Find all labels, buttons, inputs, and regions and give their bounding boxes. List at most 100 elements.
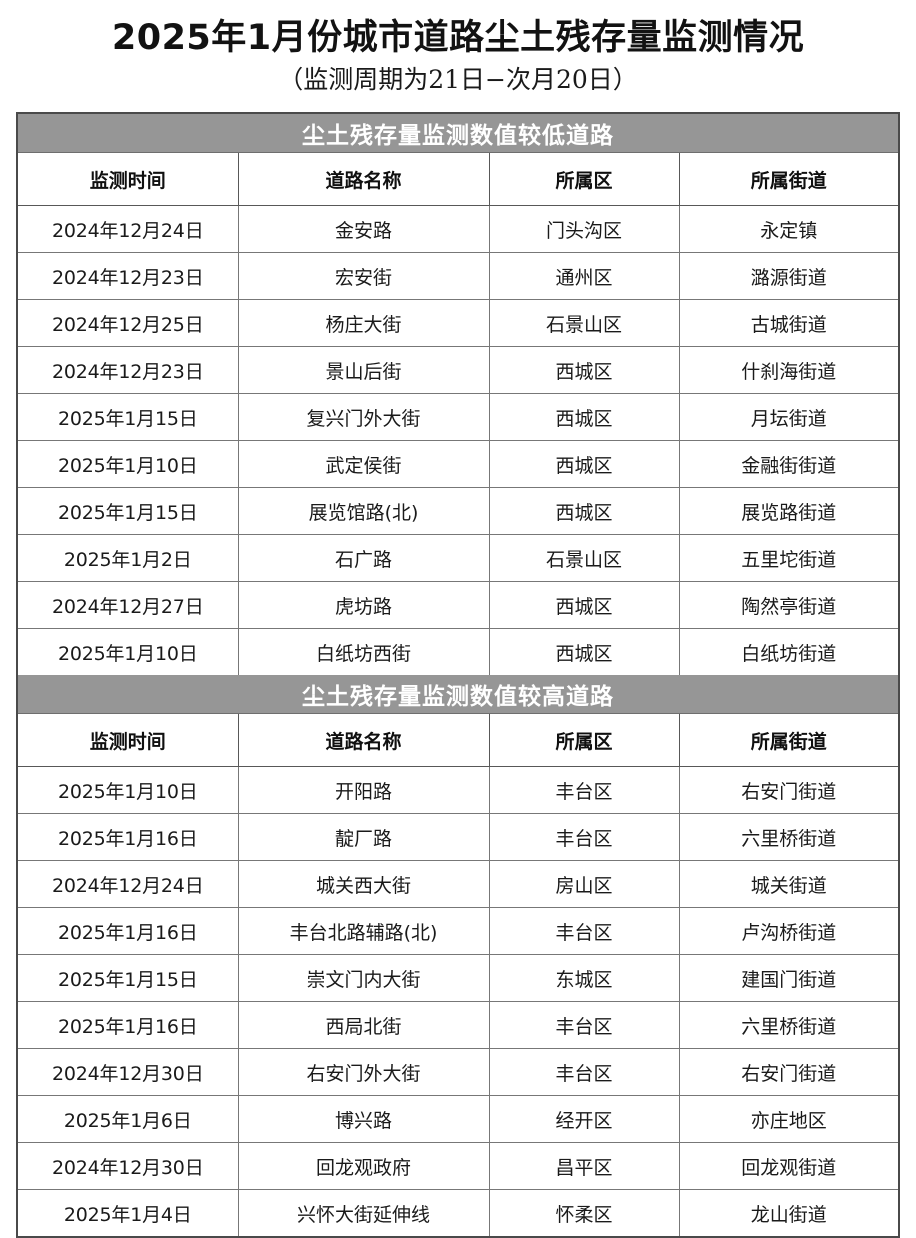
cell-road: 复兴门外大街 bbox=[237, 393, 490, 441]
table-row: 2025年1月16日 丰台北路辅路(北) 丰台区 卢沟桥街道 bbox=[18, 907, 898, 955]
column-header-street: 所属街道 bbox=[678, 152, 898, 206]
cell-time: 2025年1月10日 bbox=[18, 628, 239, 675]
cell-street: 龙山街道 bbox=[678, 1189, 898, 1236]
cell-district: 丰台区 bbox=[488, 907, 680, 955]
table-row: 2025年1月15日 展览馆路(北) 西城区 展览路街道 bbox=[18, 487, 898, 535]
cell-time: 2025年1月15日 bbox=[18, 954, 239, 1002]
cell-road: 兴怀大街延伸线 bbox=[237, 1189, 490, 1236]
cell-time: 2025年1月6日 bbox=[18, 1095, 239, 1143]
cell-road: 武定侯街 bbox=[237, 440, 490, 488]
cell-district: 怀柔区 bbox=[488, 1189, 680, 1236]
cell-district: 西城区 bbox=[488, 628, 680, 675]
column-header-row: 监测时间 道路名称 所属区 所属街道 bbox=[18, 713, 898, 767]
table-row: 2025年1月10日 武定侯街 西城区 金融街街道 bbox=[18, 440, 898, 488]
cell-road: 金安路 bbox=[237, 205, 490, 253]
cell-street: 陶然亭街道 bbox=[678, 581, 898, 629]
cell-road: 崇文门内大街 bbox=[237, 954, 490, 1002]
cell-road: 右安门外大街 bbox=[237, 1048, 490, 1096]
cell-street: 白纸坊街道 bbox=[678, 628, 898, 675]
cell-district: 门头沟区 bbox=[488, 205, 680, 253]
cell-street: 古城街道 bbox=[678, 299, 898, 347]
cell-district: 西城区 bbox=[488, 487, 680, 535]
cell-road: 丰台北路辅路(北) bbox=[237, 907, 490, 955]
cell-street: 永定镇 bbox=[678, 205, 898, 253]
cell-street: 月坛街道 bbox=[678, 393, 898, 441]
cell-district: 西城区 bbox=[488, 346, 680, 394]
table-row: 2024年12月30日 回龙观政府 昌平区 回龙观街道 bbox=[18, 1142, 898, 1190]
cell-road: 西局北街 bbox=[237, 1001, 490, 1049]
column-header-row: 监测时间 道路名称 所属区 所属街道 bbox=[18, 152, 898, 206]
cell-district: 西城区 bbox=[488, 440, 680, 488]
cell-street: 五里坨街道 bbox=[678, 534, 898, 582]
cell-time: 2024年12月24日 bbox=[18, 860, 239, 908]
cell-time: 2025年1月15日 bbox=[18, 487, 239, 535]
cell-street: 什刹海街道 bbox=[678, 346, 898, 394]
cell-road: 回龙观政府 bbox=[237, 1142, 490, 1190]
cell-district: 丰台区 bbox=[488, 1001, 680, 1049]
cell-road: 宏安街 bbox=[237, 252, 490, 300]
cell-time: 2025年1月16日 bbox=[18, 907, 239, 955]
cell-district: 东城区 bbox=[488, 954, 680, 1002]
cell-time: 2024年12月24日 bbox=[18, 205, 239, 253]
cell-time: 2025年1月2日 bbox=[18, 534, 239, 582]
table-row: 2024年12月27日 虎坊路 西城区 陶然亭街道 bbox=[18, 581, 898, 629]
cell-time: 2024年12月27日 bbox=[18, 581, 239, 629]
cell-district: 西城区 bbox=[488, 581, 680, 629]
cell-road: 展览馆路(北) bbox=[237, 487, 490, 535]
cell-district: 经开区 bbox=[488, 1095, 680, 1143]
cell-street: 回龙观街道 bbox=[678, 1142, 898, 1190]
cell-road: 靛厂路 bbox=[237, 813, 490, 861]
cell-street: 六里桥街道 bbox=[678, 813, 898, 861]
cell-district: 石景山区 bbox=[488, 299, 680, 347]
cell-time: 2025年1月10日 bbox=[18, 766, 239, 814]
cell-district: 丰台区 bbox=[488, 766, 680, 814]
column-header-road: 道路名称 bbox=[237, 713, 490, 767]
cell-time: 2024年12月23日 bbox=[18, 346, 239, 394]
cell-time: 2025年1月15日 bbox=[18, 393, 239, 441]
table-row: 2024年12月25日 杨庄大街 石景山区 古城街道 bbox=[18, 299, 898, 347]
section-header-high: 尘土残存量监测数值较高道路 bbox=[18, 675, 898, 714]
cell-time: 2025年1月10日 bbox=[18, 440, 239, 488]
cell-time: 2024年12月25日 bbox=[18, 299, 239, 347]
cell-road: 虎坊路 bbox=[237, 581, 490, 629]
cell-street: 建国门街道 bbox=[678, 954, 898, 1002]
cell-road: 景山后街 bbox=[237, 346, 490, 394]
cell-district: 通州区 bbox=[488, 252, 680, 300]
cell-time: 2025年1月16日 bbox=[18, 813, 239, 861]
dust-monitoring-table: 尘土残存量监测数值较低道路 监测时间 道路名称 所属区 所属街道 2024年12月24日金… bbox=[18, 114, 898, 1236]
table-row: 2025年1月2日 石广路 石景山区 五里坨街道 bbox=[18, 534, 898, 582]
cell-street: 右安门街道 bbox=[678, 766, 898, 814]
section-title: 尘土残存量监测数值较高道路 bbox=[18, 675, 898, 714]
title-block: 2025年1月份城市道路尘土残存量监测情况 （监测周期为21日−次月20日） bbox=[0, 0, 916, 98]
cell-street: 六里桥街道 bbox=[678, 1001, 898, 1049]
table-row: 2025年1月16日 西局北街 丰台区 六里桥街道 bbox=[18, 1001, 898, 1049]
table-row: 2025年1月15日 崇文门内大街 东城区 建国门街道 bbox=[18, 954, 898, 1002]
cell-street: 卢沟桥街道 bbox=[678, 907, 898, 955]
column-header-time: 监测时间 bbox=[18, 152, 239, 206]
table-row: 2024年12月24日 金安路 门头沟区 永定镇 bbox=[18, 205, 898, 253]
cell-street: 展览路街道 bbox=[678, 487, 898, 535]
column-header-district: 所属区 bbox=[488, 152, 680, 206]
section-header-low: 尘土残存量监测数值较低道路 bbox=[18, 114, 898, 153]
table-row: 2024年12月23日 宏安街 通州区 潞源街道 bbox=[18, 252, 898, 300]
cell-street: 潞源街道 bbox=[678, 252, 898, 300]
column-header-time: 监测时间 bbox=[18, 713, 239, 767]
table-body: 尘土残存量监测数值较低道路 监测时间 道路名称 所属区 所属街道 2024年12月24日金… bbox=[18, 114, 898, 1236]
cell-road: 博兴路 bbox=[237, 1095, 490, 1143]
table-row: 2024年12月30日 右安门外大街 丰台区 右安门街道 bbox=[18, 1048, 898, 1096]
cell-street: 城关街道 bbox=[678, 860, 898, 908]
cell-time: 2024年12月30日 bbox=[18, 1142, 239, 1190]
cell-road: 石广路 bbox=[237, 534, 490, 582]
table-row: 2025年1月10日 开阳路 丰台区 右安门街道 bbox=[18, 766, 898, 814]
table-row: 2025年1月16日 靛厂路 丰台区 六里桥街道 bbox=[18, 813, 898, 861]
cell-time: 2025年1月16日 bbox=[18, 1001, 239, 1049]
cell-street: 亦庄地区 bbox=[678, 1095, 898, 1143]
cell-road: 开阳路 bbox=[237, 766, 490, 814]
table-row: 2025年1月6日 博兴路 经开区 亦庄地区 bbox=[18, 1095, 898, 1143]
cell-time: 2024年12月23日 bbox=[18, 252, 239, 300]
cell-district: 房山区 bbox=[488, 860, 680, 908]
table-row: 2025年1月4日 兴怀大街延伸线 怀柔区 龙山街道 bbox=[18, 1189, 898, 1236]
page-title: 2025年1月份城市道路尘土残存量监测情况 bbox=[111, 18, 805, 58]
cell-road: 城关西大街 bbox=[237, 860, 490, 908]
